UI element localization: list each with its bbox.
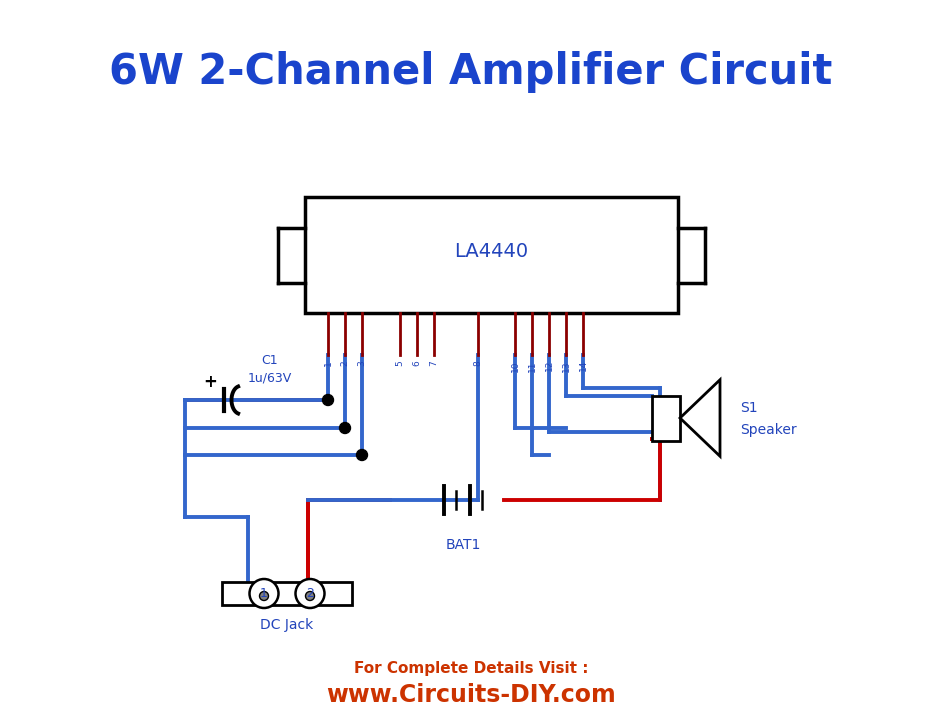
Text: www.Circuits-DIY.com: www.Circuits-DIY.com bbox=[326, 683, 616, 707]
Circle shape bbox=[322, 395, 333, 405]
Text: 14: 14 bbox=[578, 360, 588, 372]
Text: 1u/63V: 1u/63V bbox=[248, 372, 292, 384]
Text: 2: 2 bbox=[306, 587, 314, 600]
Text: LA4440: LA4440 bbox=[454, 243, 528, 261]
Text: 12: 12 bbox=[544, 360, 554, 372]
Circle shape bbox=[250, 579, 279, 608]
Text: Speaker: Speaker bbox=[740, 423, 797, 437]
Circle shape bbox=[259, 592, 268, 600]
Text: 5: 5 bbox=[396, 360, 404, 366]
Text: C1: C1 bbox=[262, 354, 278, 366]
Text: 1: 1 bbox=[323, 360, 333, 366]
Text: 10: 10 bbox=[511, 360, 519, 372]
Text: 3: 3 bbox=[358, 360, 366, 366]
Text: 11: 11 bbox=[528, 360, 537, 372]
Circle shape bbox=[356, 449, 367, 461]
Circle shape bbox=[296, 579, 324, 608]
Text: For Complete Details Visit :: For Complete Details Visit : bbox=[354, 660, 588, 675]
Text: 6W 2-Channel Amplifier Circuit: 6W 2-Channel Amplifier Circuit bbox=[109, 51, 833, 93]
Text: 13: 13 bbox=[561, 360, 571, 372]
Text: 2: 2 bbox=[340, 360, 349, 366]
Text: S1: S1 bbox=[740, 401, 757, 415]
Text: 8: 8 bbox=[474, 360, 482, 366]
Bar bbox=[652, 395, 680, 441]
Text: 7: 7 bbox=[430, 360, 438, 366]
Bar bbox=[305, 197, 678, 313]
Text: BAT1: BAT1 bbox=[446, 538, 480, 552]
Polygon shape bbox=[680, 379, 720, 456]
Text: 6: 6 bbox=[413, 360, 421, 366]
Bar bbox=[222, 582, 352, 605]
Text: +: + bbox=[203, 373, 217, 391]
Text: DC Jack: DC Jack bbox=[260, 618, 314, 632]
Text: 1: 1 bbox=[260, 587, 268, 600]
Circle shape bbox=[339, 423, 350, 433]
Circle shape bbox=[305, 592, 315, 600]
